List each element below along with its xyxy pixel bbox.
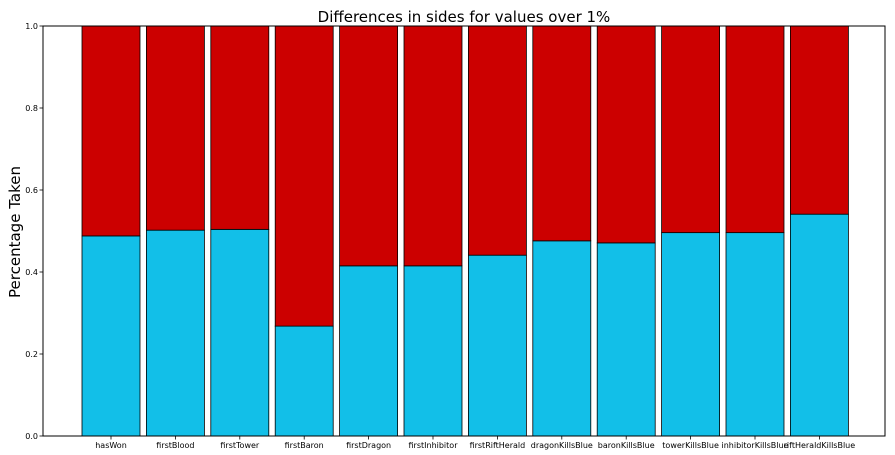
bar-firstBaron-series-1 bbox=[274, 25, 334, 327]
x-tick-label: hasWon bbox=[95, 441, 127, 450]
x-tick-label: firstDragon bbox=[346, 441, 391, 450]
y-tick-label: 1.0 bbox=[25, 22, 38, 31]
y-tick-label: 0.0 bbox=[25, 432, 38, 441]
bar-towerKillsBlue-series-0 bbox=[661, 232, 720, 437]
bar-hasWon-series-1 bbox=[81, 25, 141, 237]
x-tick-label: firstInhibitor bbox=[409, 441, 459, 450]
bar-inhibitorKillsBlue-series-1 bbox=[725, 25, 785, 234]
bar-firstBlood-series-1 bbox=[145, 25, 205, 231]
bar-inhibitorKillsBlue-series-0 bbox=[725, 232, 785, 437]
plot-area-frame bbox=[42, 25, 886, 437]
y-tick-label: 0.8 bbox=[25, 104, 38, 113]
bar-riftHeraldKillsBlue-series-1 bbox=[790, 25, 849, 215]
x-tick-label: firstBlood bbox=[156, 441, 194, 450]
y-axis-label: Percentage Taken bbox=[6, 166, 24, 298]
x-axis-ticks: hasWon firstBlood firstTower firstBaron firs… bbox=[95, 436, 855, 450]
x-tick-label: firstTower bbox=[220, 441, 260, 450]
bar-firstInhibitor-series-1 bbox=[403, 25, 463, 267]
x-tick-label: baronKillsBlue bbox=[598, 441, 655, 450]
x-tick-label: dragonKillsBlue bbox=[531, 441, 593, 450]
bar-dragonKillsBlue-series-0 bbox=[532, 240, 592, 437]
bar-firstTower-series-1 bbox=[210, 25, 270, 230]
bar-firstDragon-series-0 bbox=[339, 265, 399, 437]
bar-baronKillsBlue-series-1 bbox=[596, 25, 656, 244]
bar-firstDragon-series-1 bbox=[339, 25, 399, 267]
y-tick-label: 0.6 bbox=[25, 186, 38, 195]
bar-dragonKillsBlue-series-1 bbox=[532, 25, 592, 242]
x-tick-label: riftHeraldKillsBlue bbox=[784, 441, 856, 450]
x-tick-label: firstBaron bbox=[285, 441, 324, 450]
bar-firstRiftHerald-series-1 bbox=[467, 25, 527, 256]
y-tick-label: 0.2 bbox=[25, 350, 38, 359]
bar-baronKillsBlue-series-0 bbox=[596, 242, 656, 437]
bar-firstRiftHerald-series-0 bbox=[467, 254, 527, 437]
bar-riftHeraldKillsBlue-series-0 bbox=[790, 213, 849, 437]
x-tick-label: inhibitorKillsBlue bbox=[722, 441, 789, 450]
x-tick-label: towerKillsBlue bbox=[662, 441, 719, 450]
bar-firstBaron-series-0 bbox=[274, 325, 334, 437]
bar-firstTower-series-0 bbox=[210, 228, 270, 437]
y-tick-label: 0.4 bbox=[25, 268, 38, 277]
bar-firstBlood-series-0 bbox=[145, 229, 205, 437]
bar-hasWon-series-0 bbox=[81, 235, 141, 437]
y-axis-ticks: 0.0 0.2 0.4 0.6 0.8 1.0 bbox=[25, 22, 43, 441]
chart-title: Differences in sides for values over 1% bbox=[318, 8, 611, 26]
bar-firstInhibitor-series-0 bbox=[403, 265, 463, 437]
x-tick-label: firstRiftHerald bbox=[470, 441, 526, 450]
bars-group bbox=[81, 25, 849, 437]
bar-towerKillsBlue-series-1 bbox=[661, 25, 720, 234]
